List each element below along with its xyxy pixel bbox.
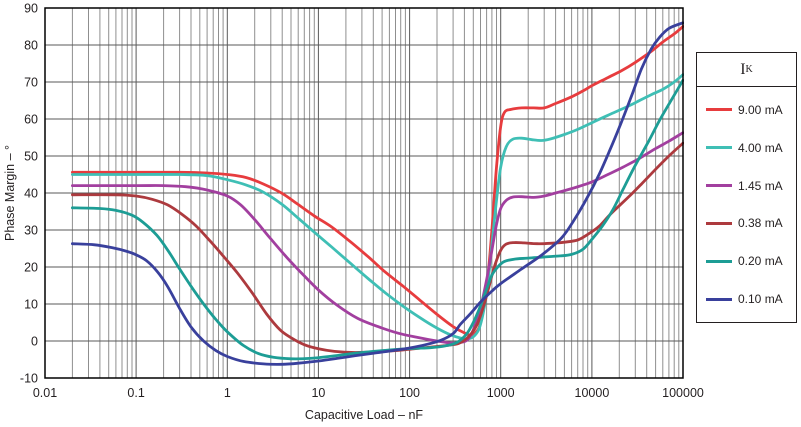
y-tick-label: 0: [31, 335, 38, 349]
y-tick-label: 50: [24, 150, 38, 164]
legend-entry-label: 9.00 mA: [738, 102, 783, 117]
x-tick-label: 10: [311, 386, 325, 400]
x-axis-label: Capacitive Load – nF: [305, 408, 423, 422]
x-tick-label: 10000: [575, 386, 610, 400]
x-tick-label: 1: [224, 386, 231, 400]
plot-border: [44, 7, 684, 379]
x-tick-labels: 0.01 0.1 1 10 100 1000 10000 100000: [33, 386, 704, 400]
legend-entry-1-45-mA: 1.45 mA: [706, 179, 796, 193]
legend-entry-0-10-mA: 0.10 mA: [706, 292, 796, 306]
y-tick-labels: -10 0 10 20 30 40 50 60 70 80 90: [20, 2, 38, 386]
x-tick-label: 1000: [487, 386, 515, 400]
x-tick-label: 0.01: [33, 386, 57, 400]
legend-swatch-line: [706, 259, 732, 263]
legend-entry-label: 0.38 mA: [738, 216, 783, 231]
legend-entry-label: 1.45 mA: [738, 178, 783, 193]
y-tick-label: 20: [24, 261, 38, 275]
y-tick-label: 80: [24, 39, 38, 53]
y-axis-label: Phase Margin – °: [3, 145, 17, 241]
legend-swatch-line: [706, 221, 732, 225]
series-curve-0-10-mA: [71, 21, 684, 366]
y-tick-label: -10: [20, 372, 38, 386]
y-tick-label: 40: [24, 187, 38, 201]
legend-entries: 9.00 mA 4.00 mA 1.45 mA 0.38 mA 0.20 mA 0.10 …: [697, 87, 796, 322]
legend-title-subscript: K: [745, 63, 753, 75]
y-tick-label: 70: [24, 76, 38, 90]
series-curve-1-45-mA: [71, 131, 684, 345]
y-tick-label: 10: [24, 298, 38, 312]
legend-entry-4-00-mA: 4.00 mA: [706, 141, 796, 155]
legend-swatch-line: [706, 184, 732, 188]
series-curves: [71, 21, 684, 366]
legend-swatch-line: [706, 146, 732, 150]
y-tick-label: 90: [24, 2, 38, 16]
x-tick-label: 100000: [662, 386, 704, 400]
series-curve-4-00-mA: [71, 73, 684, 341]
legend-swatch-line: [706, 297, 732, 301]
legend-entry-label: 4.00 mA: [738, 140, 783, 155]
x-tick-label: 0.1: [127, 386, 144, 400]
series-curve-0-20-mA: [71, 78, 684, 361]
y-tick-label: 30: [24, 224, 38, 238]
legend-entry-9-00-mA: 9.00 mA: [706, 103, 796, 117]
legend-title-symbol: I: [740, 60, 746, 78]
legend-entry-label: 0.20 mA: [738, 254, 783, 269]
legend-swatch-line: [706, 108, 732, 112]
legend-entry-0-20-mA: 0.20 mA: [706, 254, 796, 268]
legend-entry-label: 0.10 mA: [738, 292, 783, 307]
legend-entry-0-38-mA: 0.38 mA: [706, 216, 796, 230]
x-tick-label: 100: [399, 386, 420, 400]
y-tick-label: 60: [24, 113, 38, 127]
